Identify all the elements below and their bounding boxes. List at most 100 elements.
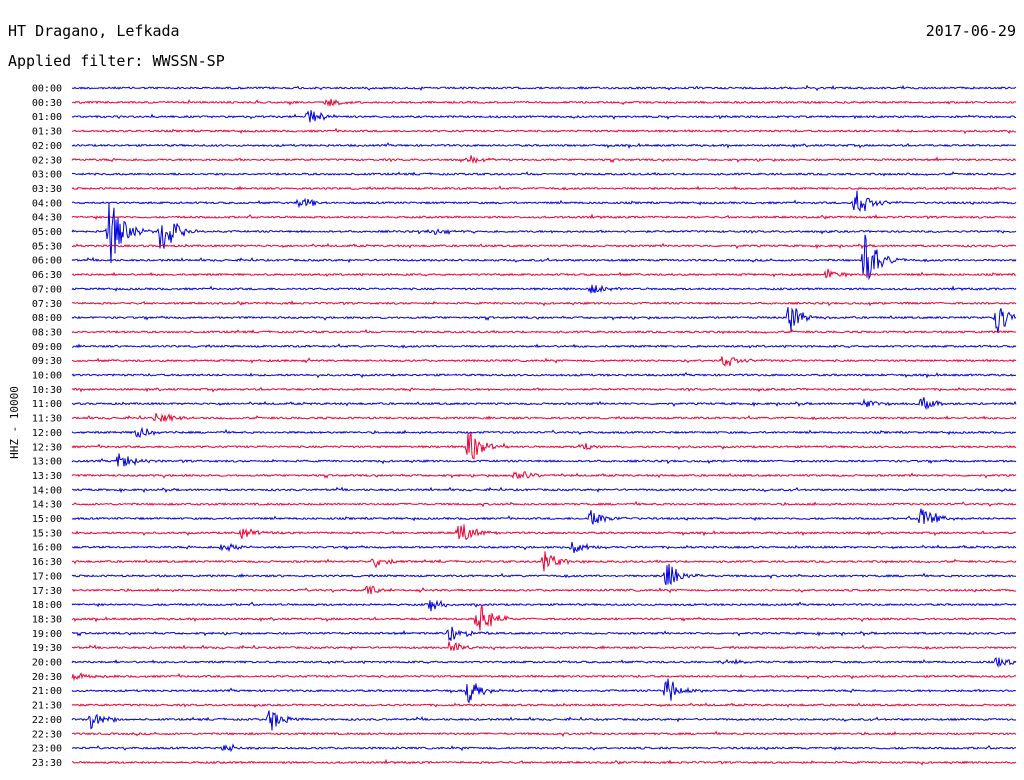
row-label: 20:30 <box>32 672 62 683</box>
trace-line <box>71 672 1017 682</box>
trace-line <box>71 743 1017 753</box>
row-label: 04:30 <box>32 213 62 224</box>
trace-line <box>71 426 1017 438</box>
trace-line <box>71 185 1017 191</box>
row-label: 08:30 <box>32 327 62 338</box>
row-label: 12:30 <box>32 442 62 453</box>
row-label: 10:30 <box>32 385 62 396</box>
row-label: 08:00 <box>32 313 62 324</box>
trace-line <box>71 300 1017 307</box>
row-label: 01:30 <box>32 127 62 138</box>
trace-line <box>71 657 1017 668</box>
trace-line <box>71 471 1017 480</box>
row-label: 03:00 <box>32 170 62 181</box>
trace-line <box>71 702 1017 709</box>
row-label: 07:30 <box>32 299 62 310</box>
row-label: 09:30 <box>32 356 62 367</box>
row-label: 02:00 <box>32 141 62 152</box>
row-label: 13:00 <box>32 457 62 468</box>
row-label: 16:30 <box>32 557 62 568</box>
trace-line <box>71 155 1016 165</box>
row-label: 13:30 <box>32 471 62 482</box>
row-label: 15:30 <box>32 528 62 539</box>
row-label: 14:30 <box>32 500 62 511</box>
trace-line <box>71 190 1017 213</box>
row-label: 15:00 <box>32 514 62 525</box>
trace-line <box>71 585 1017 595</box>
row-label: 05:30 <box>32 241 62 252</box>
trace-line <box>71 432 1017 460</box>
trace-line <box>71 213 1017 220</box>
trace-line <box>71 328 1017 335</box>
row-label: 19:30 <box>32 643 62 654</box>
row-label: 14:00 <box>32 485 62 496</box>
row-label: 17:30 <box>32 586 62 597</box>
row-label: 06:00 <box>32 256 62 267</box>
row-label: 21:30 <box>32 701 62 712</box>
row-label: 20:00 <box>32 658 62 669</box>
trace-line <box>71 758 1017 766</box>
trace-line <box>71 356 1017 367</box>
trace-line <box>71 413 1017 423</box>
trace-line <box>71 730 1017 738</box>
row-label: 00:30 <box>32 98 62 109</box>
row-label: 07:00 <box>32 284 62 295</box>
trace-line <box>71 307 1017 334</box>
trace-line <box>71 453 1017 467</box>
row-label: 12:00 <box>32 428 62 439</box>
row-label: 18:30 <box>32 614 62 625</box>
row-label: 18:00 <box>32 600 62 611</box>
row-label: 04:00 <box>32 198 62 209</box>
date-label: 2017-06-29 <box>925 22 1016 40</box>
trace-line <box>71 626 1017 642</box>
trace-line <box>71 84 1017 92</box>
trace-line <box>71 343 1017 349</box>
row-label: 03:30 <box>32 184 62 195</box>
row-label: 10:00 <box>32 371 62 382</box>
row-label: 19:00 <box>32 629 62 640</box>
trace-line <box>72 171 1017 177</box>
trace-line <box>71 142 1017 150</box>
row-label: 17:00 <box>32 571 62 582</box>
row-label: 23:30 <box>32 758 62 769</box>
trace-line <box>71 110 1016 123</box>
row-label: 00:00 <box>32 84 62 95</box>
trace-line <box>71 268 1017 279</box>
trace-line <box>71 98 1017 107</box>
trace-line <box>71 641 1017 651</box>
trace-line <box>71 397 1017 411</box>
row-label: 11:00 <box>32 399 62 410</box>
station-title: HT Dragano, Lefkada <box>8 22 180 40</box>
row-label: 01:00 <box>32 112 62 123</box>
trace-line <box>71 386 1017 393</box>
row-label: 05:00 <box>32 227 62 238</box>
row-label: 21:00 <box>32 686 62 697</box>
trace-line <box>71 284 1017 294</box>
filter-label: Applied filter: WWSSN-SP <box>8 52 225 70</box>
trace-line <box>71 524 1017 541</box>
trace-line <box>71 127 1016 135</box>
trace-line <box>71 541 1017 554</box>
trace-line <box>71 242 1017 250</box>
row-label: 11:30 <box>32 414 62 425</box>
trace-line <box>71 551 1017 572</box>
trace-line <box>71 710 1017 731</box>
row-label: 22:30 <box>32 729 62 740</box>
row-label: 09:00 <box>32 342 62 353</box>
trace-line <box>71 604 1016 631</box>
row-label: 02:30 <box>32 155 62 166</box>
trace-line <box>71 508 1017 525</box>
row-label: 06:30 <box>32 270 62 281</box>
trace-line <box>71 234 1017 281</box>
row-label: 23:00 <box>32 744 62 755</box>
trace-line <box>71 203 1017 264</box>
row-label: 16:00 <box>32 543 62 554</box>
trace-line <box>71 563 1017 586</box>
trace-line <box>71 371 1017 379</box>
row-label: 22:00 <box>32 715 62 726</box>
trace-line <box>71 678 1016 704</box>
trace-line <box>71 599 1017 612</box>
trace-line <box>71 500 1017 508</box>
trace-line <box>71 486 1017 494</box>
